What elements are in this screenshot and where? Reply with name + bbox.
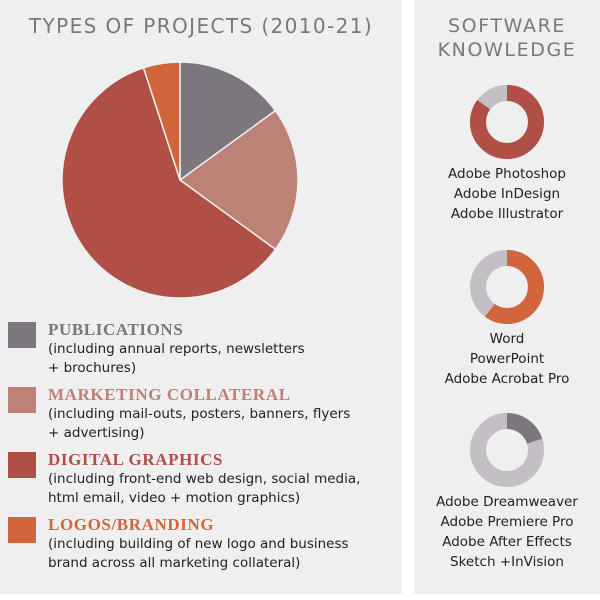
software-item: Adobe After Effects [442, 534, 572, 550]
legend-description-line: (including building of new logo and busi… [48, 536, 349, 552]
software-list-office: Word PowerPoint Adobe Acrobat Pro [414, 329, 600, 389]
software-item: Adobe Illustrator [450, 206, 564, 222]
legend-description: (including building of new logo and busi… [48, 535, 378, 573]
software-item: PowerPoint [469, 351, 545, 367]
donut-level-arc [470, 250, 544, 324]
legend-description-line: brand across all marketing collateral) [48, 555, 301, 571]
skill-donut-office [470, 250, 544, 324]
software-item: Adobe InDesign [453, 186, 561, 202]
legend-title: MARKETING COLLATERAL [48, 385, 291, 404]
software-title: SOFTWARE KNOWLEDGE [414, 14, 600, 62]
software-item: Adobe Premiere Pro [440, 514, 574, 530]
legend-description-line: (including front-end web design, social … [48, 471, 361, 487]
donut-level-arc [470, 413, 544, 487]
legend-swatch [8, 322, 36, 348]
skill-donut-web-video [470, 413, 544, 487]
legend-description: (including annual reports, newsletters +… [48, 340, 378, 378]
software-item: Adobe Acrobat Pro [444, 371, 570, 387]
legend-swatch [8, 517, 36, 543]
projects-title: TYPES OF PROJECTS (2010-21) [28, 14, 374, 38]
legend-description-line: (including annual reports, newsletters [48, 341, 305, 357]
legend-swatch [8, 452, 36, 478]
software-list-adobe-creative: Adobe Photoshop Adobe InDesign Adobe Ill… [414, 164, 600, 224]
legend-description-line: (including mail-outs, posters, banners, … [48, 406, 351, 422]
legend-title: DIGITAL GRAPHICS [48, 450, 224, 469]
legend-description: (including front-end web design, social … [48, 470, 378, 508]
software-item: Word [489, 331, 525, 347]
skill-donut-adobe-creative [470, 85, 544, 159]
legend-description-line: + advertising) [48, 425, 145, 441]
pie-slice-publications [179, 61, 277, 182]
pie-slice-logos-branding [142, 61, 181, 181]
software-title-line: SOFTWARE [448, 15, 566, 37]
software-item: Adobe Dreamweaver [436, 494, 578, 510]
projects-pie-chart [61, 61, 299, 299]
software-title-line: KNOWLEDGE [437, 39, 577, 61]
software-list-web-video: Adobe Dreamweaver Adobe Premiere Pro Ado… [414, 492, 600, 572]
software-item: Adobe Photoshop [448, 166, 566, 182]
pie-slice-digital-graphics [61, 66, 277, 299]
legend-title: PUBLICATIONS [48, 320, 184, 339]
legend-swatch [8, 387, 36, 413]
legend-description: (including mail-outs, posters, banners, … [48, 405, 378, 443]
legend-title: LOGOS/BRANDING [48, 515, 215, 534]
legend-description-line: html email, video + motion graphics) [48, 490, 301, 506]
software-item: Sketch +InVision [450, 554, 564, 570]
legend-description-line: + brochures) [48, 360, 137, 376]
pie-slice-marketing-collateral [178, 109, 299, 251]
donut-level-arc [470, 85, 544, 159]
